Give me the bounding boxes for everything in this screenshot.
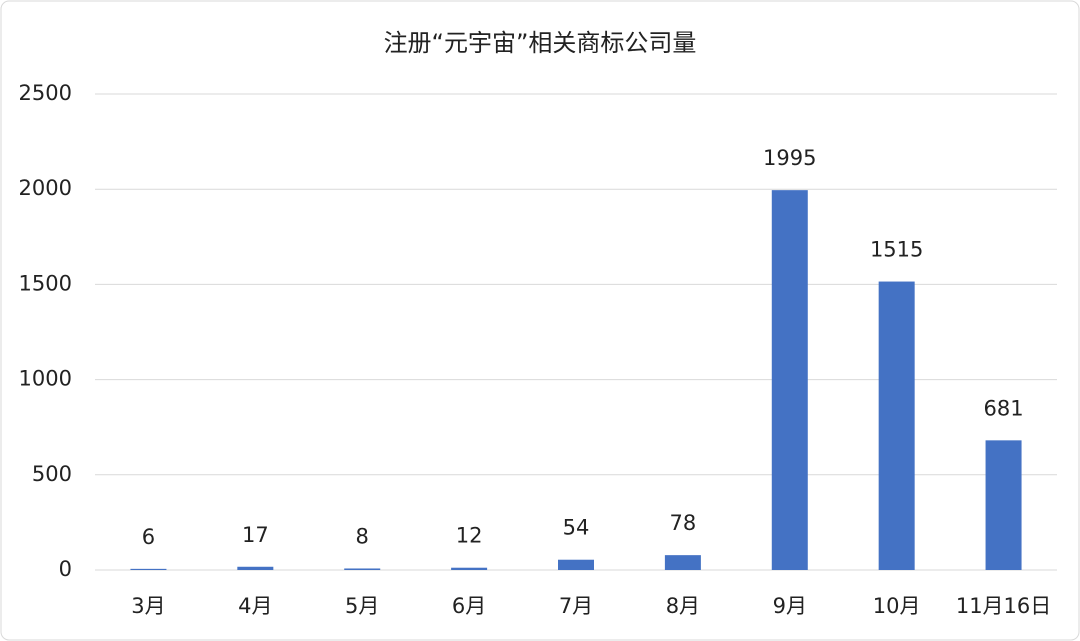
- data-label: 17: [242, 523, 269, 547]
- y-tick-label: 2500: [19, 81, 72, 105]
- bar: [451, 567, 488, 570]
- y-tick-label: 1000: [19, 367, 72, 391]
- y-tick-label: 0: [59, 557, 72, 581]
- data-label: 1515: [870, 238, 923, 262]
- data-label: 1995: [763, 146, 816, 170]
- data-label: 6: [142, 525, 155, 549]
- y-tick-label: 1500: [19, 271, 72, 295]
- x-tick-label: 6月: [452, 594, 486, 618]
- data-label: 681: [984, 396, 1024, 420]
- bar: [558, 559, 594, 570]
- data-label: 54: [563, 516, 590, 540]
- x-tick-label: 10月: [873, 594, 921, 618]
- bar: [237, 566, 274, 570]
- y-tick-label: 500: [32, 462, 72, 486]
- bar: [344, 568, 381, 570]
- bar: [130, 568, 167, 570]
- data-label: 8: [356, 524, 369, 548]
- data-label: 12: [456, 524, 483, 548]
- chart-title: 注册“元宇宙”相关商标公司量: [384, 29, 697, 57]
- x-tick-label: 4月: [238, 594, 272, 618]
- x-tick-label: 3月: [131, 594, 165, 618]
- data-label: 78: [670, 511, 697, 535]
- x-tick-label: 11月16日: [956, 594, 1051, 618]
- bar: [985, 440, 1022, 570]
- x-tick-label: 8月: [666, 594, 700, 618]
- y-tick-label: 2000: [19, 176, 72, 200]
- x-tick-label: 7月: [559, 594, 593, 618]
- bar: [664, 555, 701, 570]
- x-tick-label: 9月: [773, 594, 807, 618]
- x-tick-label: 5月: [345, 594, 379, 618]
- bar: [771, 190, 808, 571]
- bar: [878, 281, 915, 570]
